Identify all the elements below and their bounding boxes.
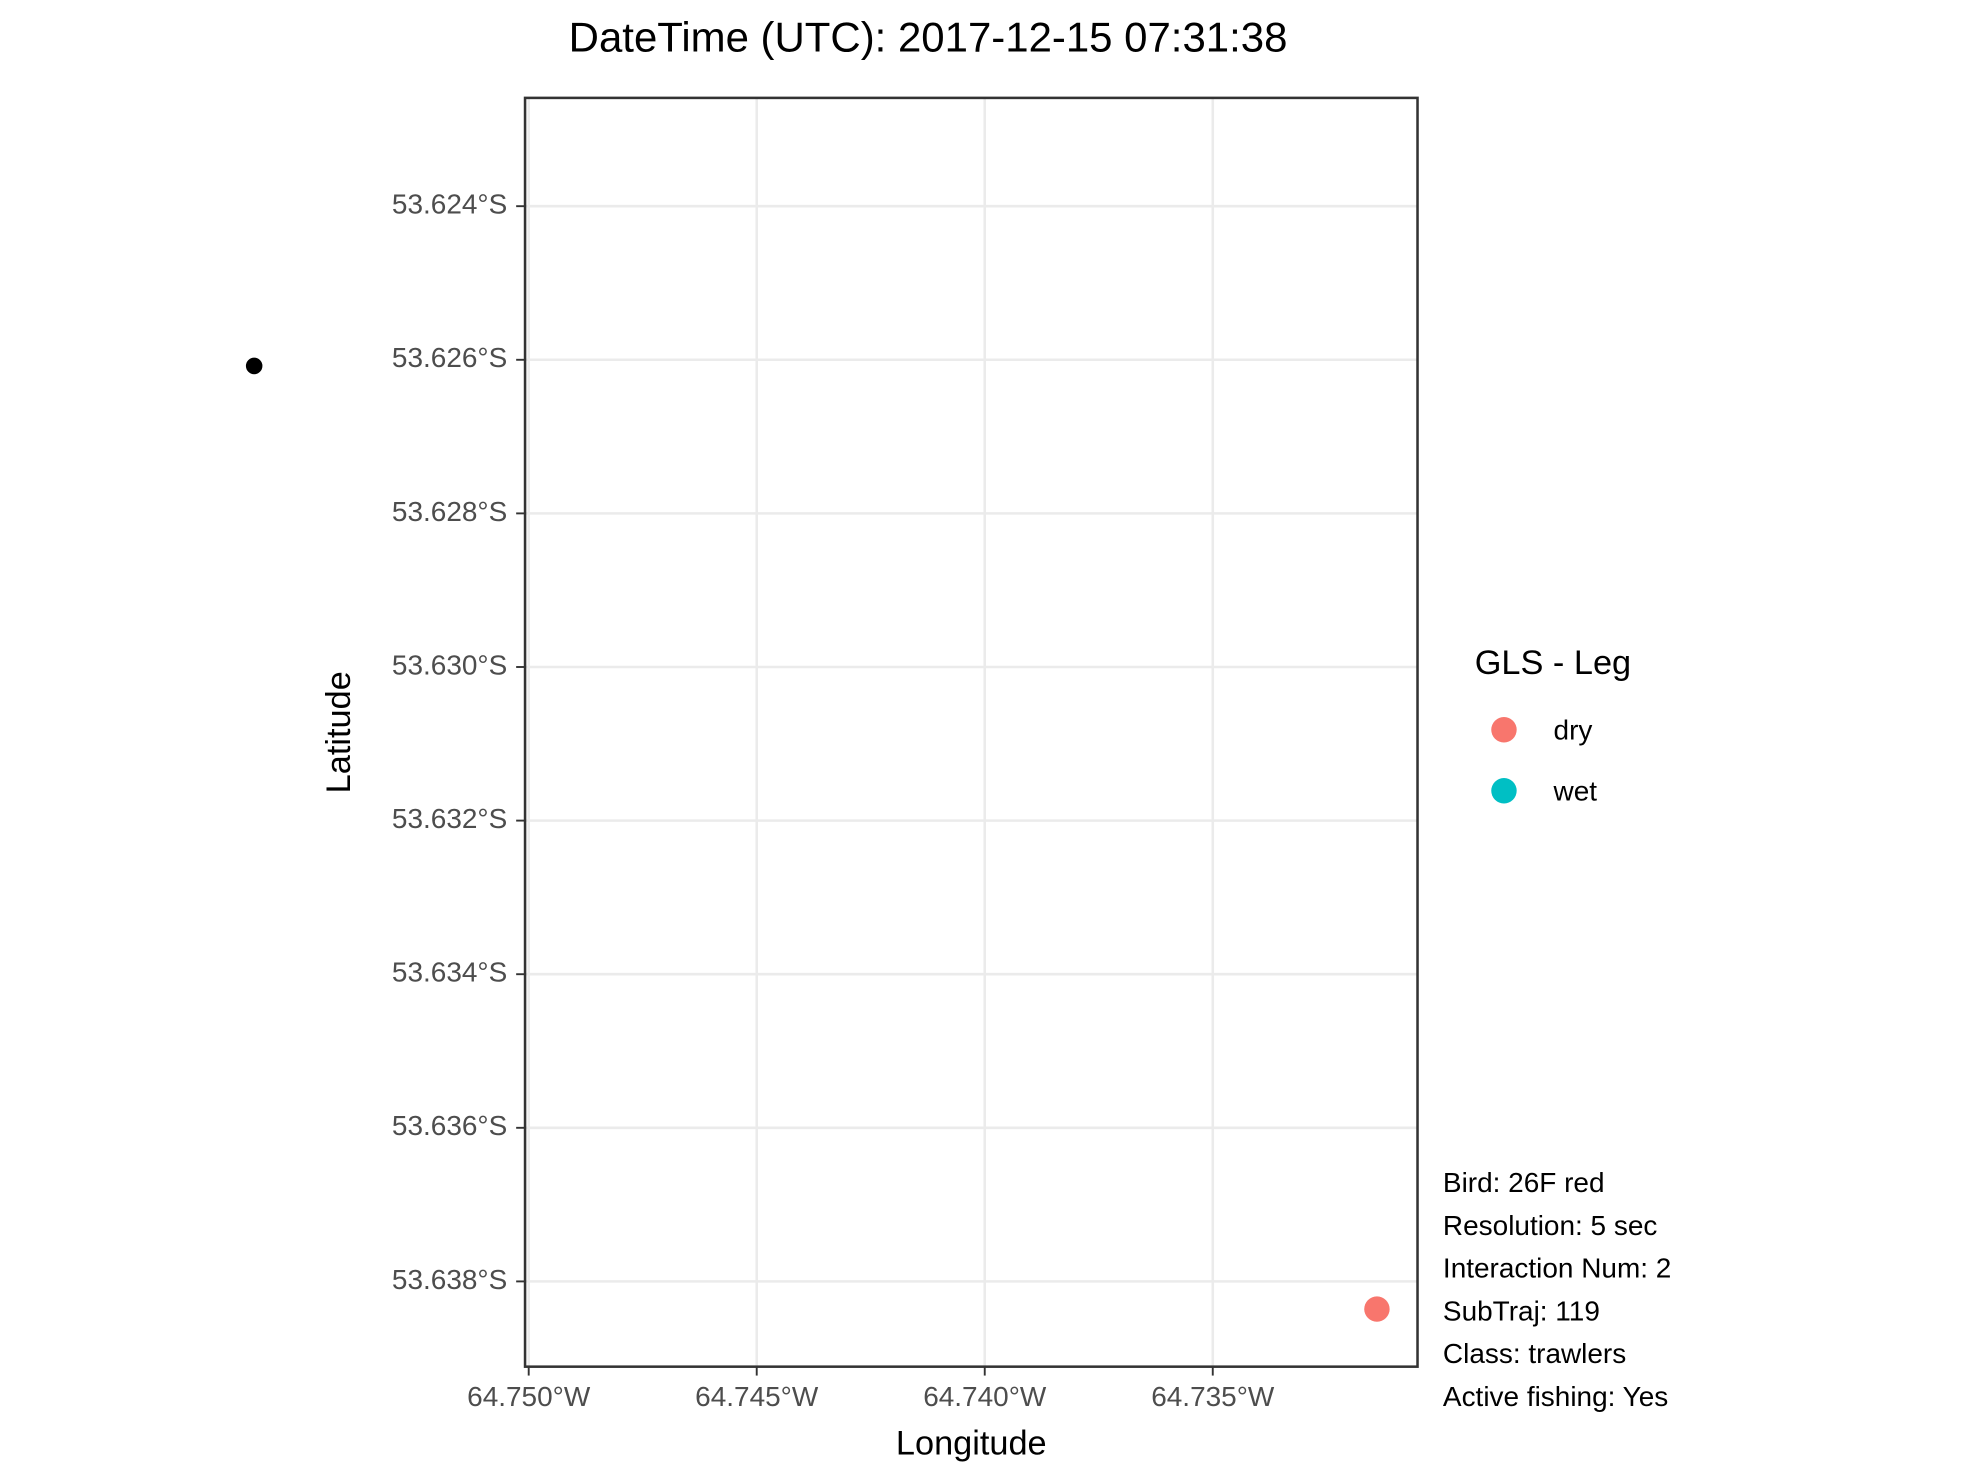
chart-title: DateTime (UTC): 2017-12-15 07:31:38	[569, 14, 1288, 61]
legend-key	[1491, 717, 1517, 743]
x-tick-label: 64.750°W	[467, 1381, 591, 1412]
annotation: Resolution: 5 sec	[1443, 1210, 1657, 1241]
y-tick-label: 53.638°S	[392, 1264, 507, 1295]
legend-key	[1491, 778, 1517, 804]
annotation: SubTraj: 119	[1443, 1295, 1600, 1326]
x-tick-label: 64.745°W	[695, 1381, 819, 1412]
marker-point	[245, 357, 263, 375]
plot-border	[523, 96, 1419, 1368]
x-tick-label: 64.735°W	[1151, 1381, 1275, 1412]
annotation: Active fishing: Yes	[1443, 1381, 1668, 1412]
annotation: Interaction Num: 2	[1443, 1253, 1671, 1284]
x-tick-label: 64.740°W	[923, 1381, 1047, 1412]
y-tick-label: 53.624°S	[392, 189, 507, 220]
y-tick-label: 53.636°S	[392, 1110, 507, 1141]
y-tick-label: 53.628°S	[392, 496, 507, 527]
y-tick-label: 53.632°S	[392, 803, 507, 834]
legend-title: GLS - Leg	[1475, 644, 1631, 682]
y-tick-label: 53.634°S	[392, 957, 507, 988]
y-tick-label: 53.630°S	[392, 649, 507, 680]
legend-label: dry	[1554, 715, 1593, 746]
x-axis-title: Longitude	[896, 1425, 1047, 1463]
y-axis-title: Latitude	[320, 671, 358, 793]
point	[1364, 1296, 1390, 1322]
annotation: Bird: 26F red	[1443, 1167, 1605, 1198]
annotation: Class: trawlers	[1443, 1338, 1626, 1369]
y-tick-label: 53.626°S	[392, 342, 507, 373]
legend-label: wet	[1553, 776, 1598, 807]
